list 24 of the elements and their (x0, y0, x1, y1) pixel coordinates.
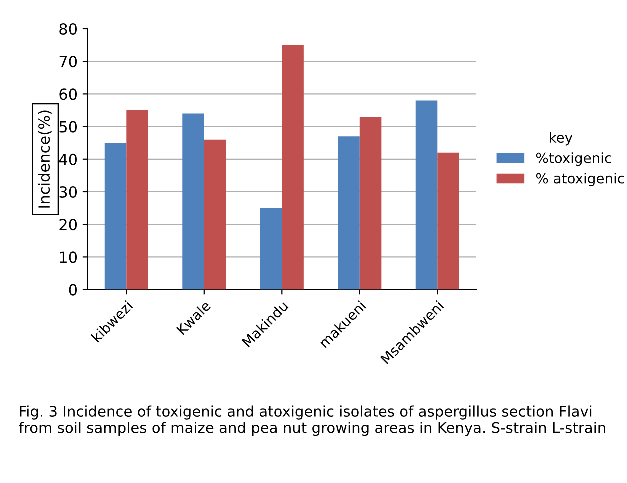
legend-title: key (550, 132, 573, 146)
bar (126, 110, 148, 290)
legend-label: % atoxigenic (536, 173, 624, 186)
bar (182, 114, 204, 290)
bar (360, 117, 382, 290)
bar (282, 45, 304, 290)
y-tick-label: 20 (60, 219, 78, 231)
bar (438, 152, 460, 290)
y-tick-label: 50 (60, 121, 78, 133)
bar (204, 140, 226, 290)
y-tick-label: 0 (69, 284, 78, 296)
y-tick-label: 80 (60, 23, 78, 35)
bar (416, 100, 438, 290)
bar (260, 208, 282, 290)
y-tick-label: 40 (59, 154, 78, 166)
bar (338, 136, 360, 290)
y-tick-label: 10 (60, 252, 78, 264)
legend-label: %toxigenic (536, 152, 612, 166)
y-tick-label: 70 (60, 56, 78, 68)
y-tick-label: 60 (60, 88, 78, 100)
y-axis-title: Incidence(%) (38, 110, 52, 208)
y-tick-label: 30 (60, 186, 78, 198)
bar (104, 143, 127, 290)
caption: Fig. 3 Incidence of toxigenic and atoxigenic isolates of aspergillus section Flavi from soil samples of maize and pea nut growing areas in Kenya. S-strain L-strain (19, 406, 606, 436)
